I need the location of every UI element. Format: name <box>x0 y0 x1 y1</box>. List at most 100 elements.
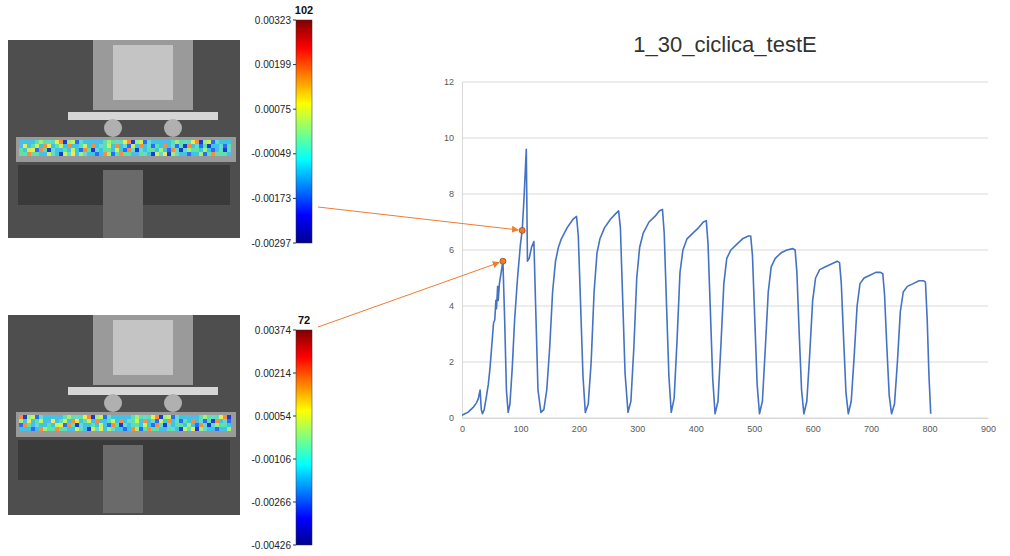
y-tick: 6 <box>449 245 462 255</box>
strain-cell <box>215 140 219 144</box>
colorbar-tick <box>293 243 296 244</box>
strain-cell <box>103 144 107 148</box>
grid-line <box>462 418 988 419</box>
strain-cell <box>55 415 59 419</box>
strain-cell <box>139 419 143 423</box>
strain-cell <box>159 427 163 431</box>
strain-cell <box>31 144 35 148</box>
strain-cell <box>151 427 155 431</box>
strain-cell <box>227 148 231 152</box>
strain-cell <box>87 423 91 427</box>
strain-cell <box>139 144 143 148</box>
plot-area <box>462 149 931 415</box>
strain-cell <box>155 423 159 427</box>
strain-cell <box>163 144 167 148</box>
strain-cell <box>175 427 179 431</box>
strain-cell <box>211 427 215 431</box>
colorbar-tick-label: 0.00054 <box>255 411 292 422</box>
colorbar: 0.003740.002140.00054-0.00106-0.00266-0.… <box>252 314 312 551</box>
strain-cell <box>215 427 219 431</box>
strain-cell <box>147 152 151 156</box>
strain-cell <box>39 427 43 431</box>
strain-cell <box>31 419 35 423</box>
strain-cell <box>155 427 159 431</box>
grid-line <box>462 250 988 251</box>
x-tick-label: 900 <box>981 424 996 434</box>
x-tick: 300 <box>630 418 645 434</box>
strain-cell <box>23 427 27 431</box>
strain-cell <box>163 152 167 156</box>
strain-cell <box>227 152 231 156</box>
strain-cell <box>207 419 211 423</box>
strain-cell <box>43 423 47 427</box>
x-tick-label: 200 <box>572 424 587 434</box>
strain-cell <box>19 148 23 152</box>
strain-cell <box>83 427 87 431</box>
x-tick: 600 <box>806 418 821 434</box>
strain-cell <box>131 152 135 156</box>
strain-cell <box>23 423 27 427</box>
strain-cell <box>99 427 103 431</box>
strain-cell <box>191 144 195 148</box>
strain-cell <box>167 148 171 152</box>
strain-cell <box>179 140 183 144</box>
x-axis: 0100200300400500600700800900 <box>460 418 996 434</box>
strain-cell <box>27 415 31 419</box>
strain-cell <box>23 415 27 419</box>
strain-cell <box>147 140 151 144</box>
strain-cell <box>183 144 187 148</box>
colorbar-tick <box>293 545 296 546</box>
x-tick-label: 100 <box>513 424 528 434</box>
y-tick-label: 12 <box>444 77 454 87</box>
strain-cell <box>35 423 39 427</box>
strain-cell <box>95 140 99 144</box>
highlight-point <box>500 258 506 264</box>
strain-cell <box>167 140 171 144</box>
strain-cell <box>219 148 223 152</box>
strain-cell <box>227 140 231 144</box>
strain-cell <box>179 152 183 156</box>
strain-cell <box>79 152 83 156</box>
strain-cell <box>191 152 195 156</box>
strain-cell <box>143 427 147 431</box>
strain-cell <box>219 423 223 427</box>
strain-cell <box>115 415 119 419</box>
arrow <box>318 263 499 327</box>
strain-cell <box>135 423 139 427</box>
strain-cell <box>43 140 47 144</box>
x-tick: 200 <box>572 418 587 434</box>
strain-cell <box>175 419 179 423</box>
strain-cell <box>107 427 111 431</box>
strain-cell <box>91 144 95 148</box>
strain-cell <box>63 415 67 419</box>
y-tick-label: 2 <box>449 357 454 367</box>
strain-cell <box>171 415 175 419</box>
strain-cell <box>71 144 75 148</box>
strain-cell <box>183 423 187 427</box>
strain-cell <box>151 419 155 423</box>
strain-cell <box>155 415 159 419</box>
strain-cell <box>143 415 147 419</box>
strain-cell <box>147 423 151 427</box>
strain-cell <box>223 148 227 152</box>
strain-cell <box>211 140 215 144</box>
strain-cell <box>131 423 135 427</box>
strain-cell <box>183 427 187 431</box>
strain-cell <box>95 427 99 431</box>
colorbar-tick <box>293 64 296 65</box>
strain-cell <box>75 148 79 152</box>
strain-cell <box>79 419 83 423</box>
strain-cell <box>211 415 215 419</box>
annotations <box>318 207 518 327</box>
photo-roller <box>164 119 182 137</box>
strain-cell <box>139 427 143 431</box>
strain-cell <box>187 423 191 427</box>
strain-cell <box>135 140 139 144</box>
strain-cell <box>155 152 159 156</box>
strain-cell <box>95 144 99 148</box>
strain-cell <box>27 427 31 431</box>
x-tick-label: 400 <box>689 424 704 434</box>
strain-cell <box>99 152 103 156</box>
strain-cell <box>23 148 27 152</box>
strain-cell <box>19 415 23 419</box>
